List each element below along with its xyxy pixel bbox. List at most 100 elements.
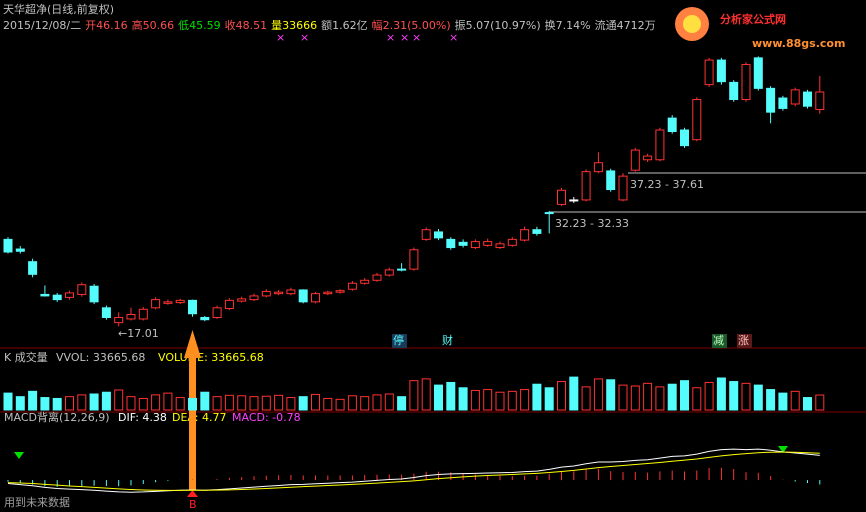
volume-bar — [729, 381, 739, 411]
volume-bar — [311, 393, 320, 411]
volume-bar — [335, 398, 345, 411]
volume-bar — [261, 395, 271, 411]
open: 开46.16 — [85, 19, 128, 32]
candle-body — [28, 261, 38, 275]
volume-bar — [655, 386, 665, 411]
volume-bar — [397, 396, 407, 411]
volume-bar — [114, 389, 124, 411]
candle-body — [470, 241, 480, 249]
volume-bar — [200, 391, 210, 411]
volume-bar — [483, 389, 493, 411]
volume-bar — [766, 389, 776, 411]
candle-body — [311, 293, 320, 303]
volume-bar — [618, 384, 628, 411]
candle-body — [261, 290, 271, 297]
footer-note: 用到未来数据 — [4, 495, 70, 509]
logo-title: 分析家公式网 — [720, 12, 786, 26]
candle-body — [557, 189, 566, 205]
candle-body — [200, 316, 210, 321]
tag-text: 财 — [442, 333, 453, 347]
candle-body — [237, 298, 247, 302]
candle-body — [372, 274, 382, 281]
volume-bar — [249, 396, 259, 411]
candle-body — [569, 199, 579, 202]
volume-bar — [89, 393, 99, 411]
candle-body — [409, 249, 419, 270]
volume-bar — [3, 392, 13, 411]
volume-bar — [372, 394, 382, 411]
macd-line — [7, 451, 820, 491]
turnover: 换7.14% — [544, 19, 591, 32]
candle-body — [274, 291, 284, 295]
arrow-shaft — [189, 355, 196, 490]
volume-bar — [347, 395, 357, 411]
volume-bar — [803, 397, 812, 411]
candle-body — [434, 231, 443, 239]
volume-bar — [643, 382, 653, 411]
candle-body — [3, 238, 13, 253]
float: 流通4712万 — [594, 19, 656, 32]
volume-bar — [704, 381, 714, 411]
volume-bar — [778, 392, 788, 411]
volume-bar — [151, 394, 161, 411]
volume-bar — [175, 397, 185, 411]
candle-body — [790, 89, 800, 105]
gap-label: 37.23 - 37.61 — [630, 178, 704, 191]
macd-label: MACD: -0.78 — [232, 411, 301, 424]
dea-label: DEA: 4.77 — [172, 411, 226, 424]
volume-bar — [77, 394, 87, 411]
candle-body — [126, 314, 136, 320]
candle-body — [224, 299, 234, 310]
volume-bar — [384, 393, 394, 411]
candle-body — [298, 289, 308, 303]
candle-body — [249, 295, 259, 301]
signal-down — [14, 452, 24, 459]
volume-bar — [680, 380, 689, 411]
tag — [392, 334, 407, 348]
candle-body — [667, 117, 677, 132]
candle-body — [630, 149, 640, 171]
candle-body — [360, 279, 370, 284]
candle-body — [753, 57, 763, 89]
volume-bar — [286, 397, 296, 411]
candle-body — [544, 212, 554, 215]
logo-url: www.88gs.com — [752, 37, 845, 50]
volume-bar — [101, 391, 111, 411]
volume-bar — [188, 397, 197, 411]
candle-body — [114, 316, 124, 324]
volume-bar — [65, 396, 74, 411]
signal-down — [778, 446, 788, 453]
candle-body — [532, 229, 542, 234]
candle-body — [778, 97, 788, 109]
candle-body — [421, 229, 431, 240]
marker: × — [386, 31, 395, 44]
volume-bar — [446, 381, 456, 411]
volume-bar — [360, 396, 370, 411]
candle-body — [618, 175, 628, 201]
volume-vvol: VVOL: 33665.68 — [56, 351, 145, 364]
candle-body — [655, 129, 665, 161]
volume-bar — [274, 394, 284, 411]
candle-body — [384, 269, 394, 276]
candle-body — [335, 290, 345, 293]
volume-label: VOLUME: 33665.68 — [158, 351, 264, 364]
volume-bar — [138, 397, 148, 411]
volume-bar — [495, 391, 505, 411]
marker: × — [412, 31, 421, 44]
volume-bar — [507, 390, 517, 411]
candle-body — [729, 81, 739, 101]
stock-name: 天华超净(日线,前复权) — [3, 3, 115, 16]
signal-label: B — [189, 498, 197, 511]
candle-body — [77, 284, 87, 295]
high: 高50.66 — [131, 19, 175, 32]
candle-body — [680, 129, 689, 147]
macd-title: MACD背离(12,26,9) — [4, 410, 110, 424]
marker: × — [276, 31, 285, 44]
candle-body — [138, 308, 148, 320]
tag-text: 减 — [713, 334, 724, 347]
tag-text: 停 — [393, 333, 404, 347]
arrow-head — [184, 330, 201, 358]
candle-body — [483, 241, 493, 246]
